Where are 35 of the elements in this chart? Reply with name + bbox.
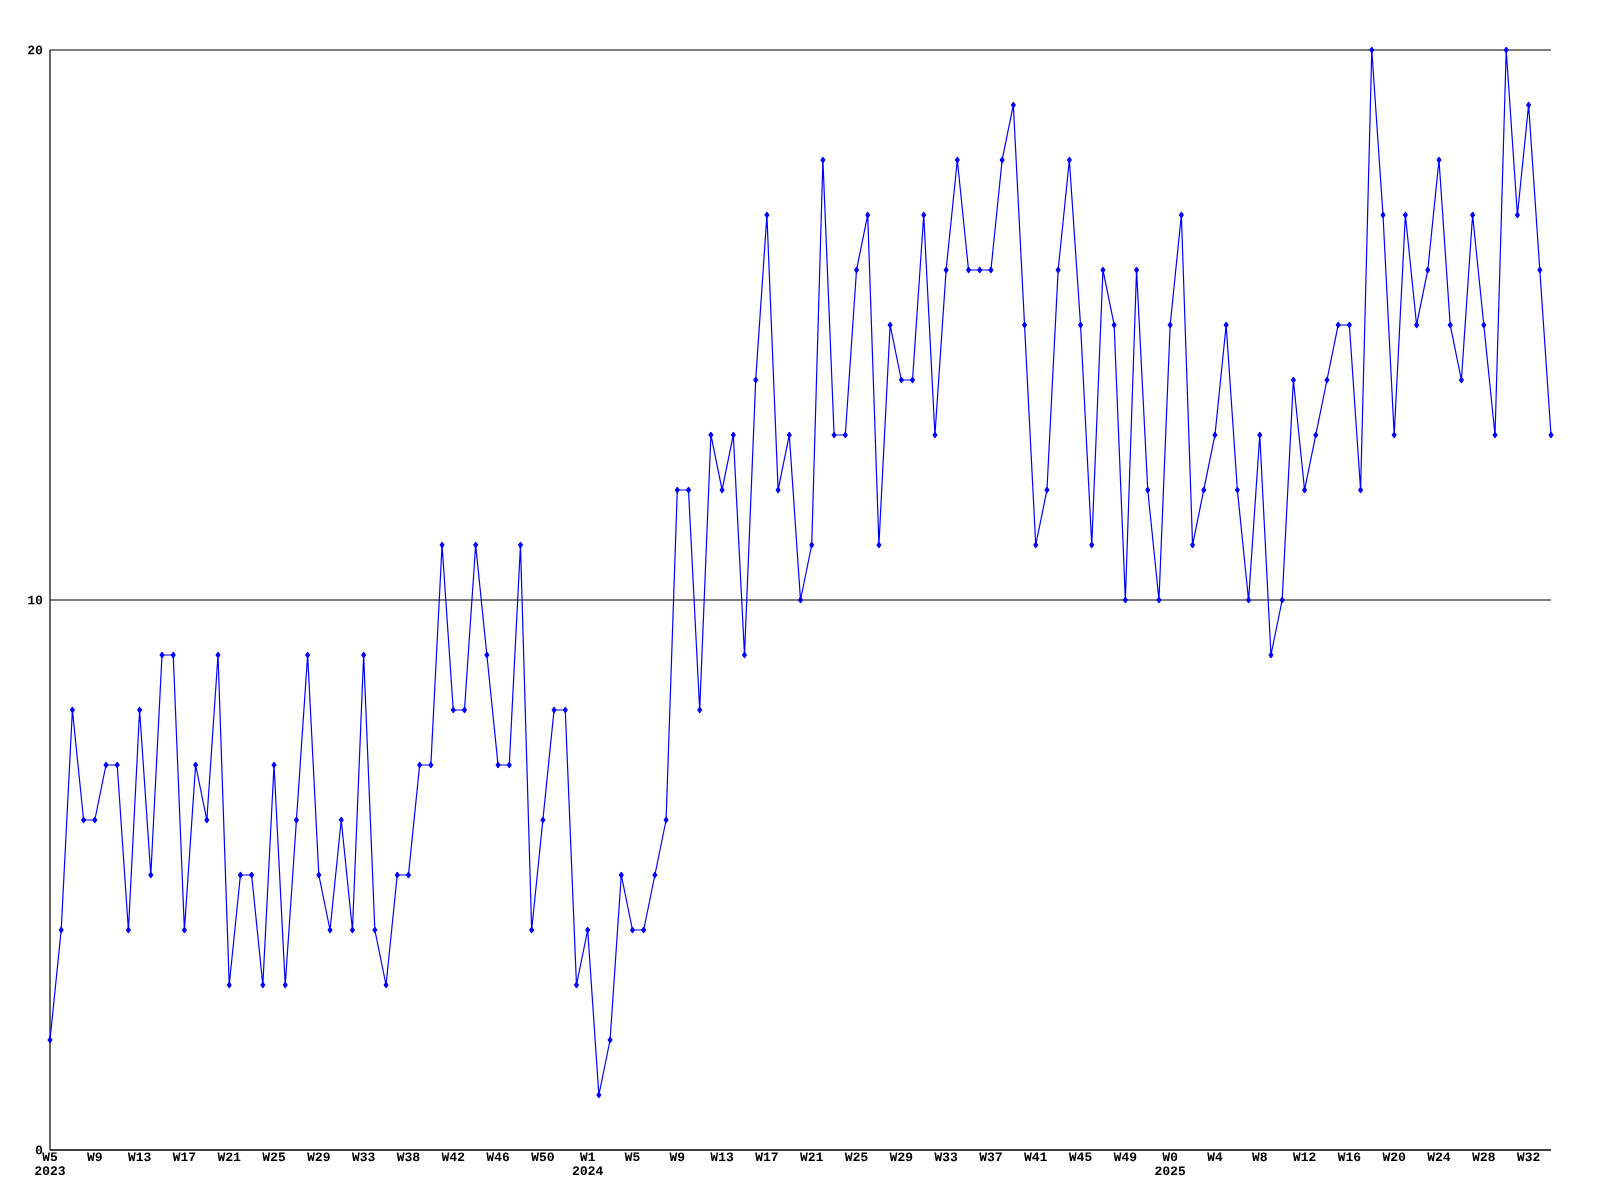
x-tick-label: W13: [127, 1152, 151, 1162]
x-tick-label: W50: [531, 1152, 554, 1162]
x-tick-label: W33: [934, 1152, 958, 1162]
x-tick-label: W21: [217, 1152, 241, 1162]
x-tick-label: W28: [1472, 1152, 1495, 1162]
x-tick-label: W12: [1292, 1152, 1316, 1162]
y-tick-label: 20: [28, 45, 43, 55]
x-tick-label: W24: [1427, 1152, 1451, 1162]
x-tick-label: W41: [1024, 1152, 1047, 1161]
x-tick-label: W38: [396, 1152, 420, 1162]
x-tick-label: W33: [351, 1152, 375, 1162]
x-tick-label: W4: [1207, 1152, 1223, 1161]
x-tick-label: W37: [979, 1152, 1002, 1162]
x-tick-label: W21: [800, 1152, 823, 1162]
x-tick-label: W8: [1251, 1152, 1267, 1162]
x-tick-label: W25: [262, 1152, 286, 1162]
x-tick-label: W1 2024: [572, 1152, 603, 1176]
x-tick-label: W46: [486, 1152, 510, 1162]
x-tick-label: W20: [1382, 1152, 1406, 1162]
x-tick-label: W17: [755, 1152, 778, 1161]
x-tick-label: W9: [669, 1152, 685, 1162]
x-tick-label: W42: [441, 1152, 465, 1162]
x-tick-label: W32: [1516, 1152, 1540, 1162]
x-tick-label: W9: [87, 1152, 102, 1162]
x-tick-label: W17: [172, 1152, 196, 1161]
x-tick-label: W16: [1337, 1152, 1361, 1162]
x-tick-label: W45: [1068, 1152, 1092, 1162]
x-tick-label: W25: [844, 1152, 868, 1162]
x-tick-label: W0 2025: [1155, 1152, 1186, 1176]
x-tick-label: W29: [889, 1152, 913, 1162]
x-tick-label: W13: [710, 1152, 734, 1162]
x-tick-label: W5: [624, 1152, 640, 1162]
x-tick-label: W29: [307, 1152, 330, 1162]
x-tick-label: W49: [1113, 1152, 1137, 1162]
y-tick-label: 10: [28, 595, 43, 605]
